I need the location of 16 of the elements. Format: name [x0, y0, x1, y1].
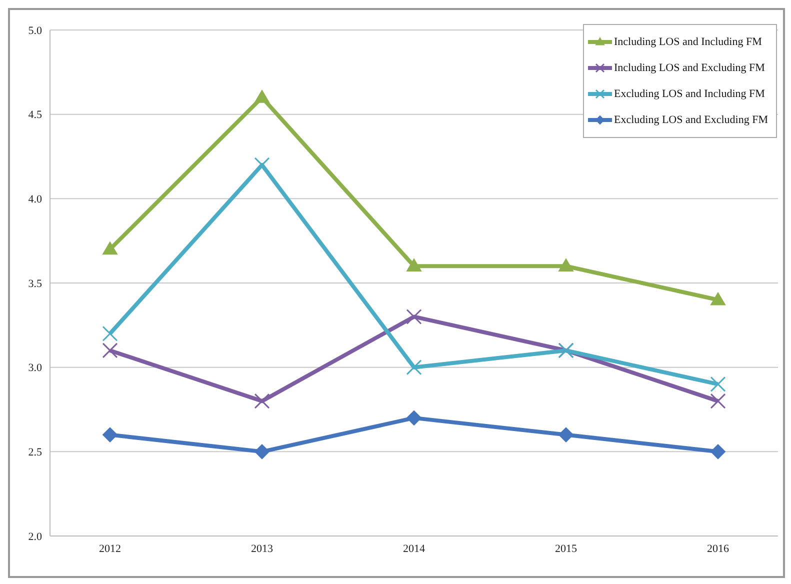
- y-tick-label: 3.0: [28, 362, 42, 374]
- y-tick-label: 2.0: [28, 530, 42, 543]
- y-tick-label: 5.0: [28, 24, 42, 37]
- legend-label: Excluding LOS and Excluding FM: [614, 114, 768, 126]
- y-tick-label: 4.5: [28, 109, 42, 122]
- legend-label: Including LOS and Excluding FM: [614, 62, 765, 74]
- legend-label: Including LOS and Including FM: [614, 36, 762, 48]
- legend-label: Excluding LOS and Including FM: [614, 88, 765, 100]
- y-tick-label: 4.0: [28, 194, 42, 206]
- x-tick-label: 2013: [251, 542, 274, 555]
- x-tick-label: 2015: [555, 542, 578, 555]
- y-tick-label: 3.5: [28, 278, 42, 290]
- x-tick-label: 2016: [707, 542, 730, 555]
- y-tick-label: 2.5: [28, 446, 42, 459]
- x-tick-label: 2014: [403, 542, 426, 555]
- x-tick-label: 2012: [99, 542, 121, 555]
